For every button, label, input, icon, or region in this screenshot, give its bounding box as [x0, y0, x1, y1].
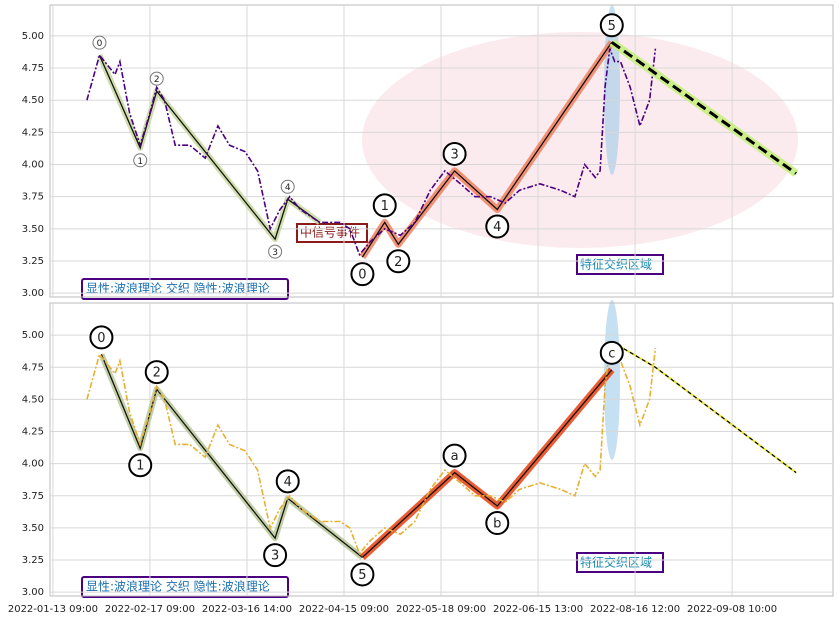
y-tick-label: 5.00 — [22, 330, 44, 341]
wave-label: 2 — [153, 366, 161, 381]
y-tick-label: 4.00 — [22, 160, 44, 171]
y-tick-label: 4.75 — [22, 362, 44, 373]
projection-band — [611, 340, 797, 474]
price-line — [86, 347, 657, 556]
wave-marker — [144, 360, 169, 385]
y-tick-label: 4.00 — [22, 459, 44, 470]
annotation: 显性:波浪理论 交织 隐性:波浪理论 — [86, 579, 270, 594]
y-tick-label: 3.25 — [22, 555, 44, 566]
wave-label: 2 — [154, 75, 160, 85]
price-line — [86, 48, 657, 257]
y-tick-label: 4.75 — [22, 63, 44, 74]
wave-marker — [485, 214, 510, 239]
wave-label: 4 — [493, 220, 501, 235]
wave-label: 0 — [97, 331, 105, 346]
wave-label: a — [451, 449, 459, 464]
wave-label: 0 — [358, 268, 366, 283]
y-tick-label: 3.75 — [22, 192, 44, 203]
wave-label: 4 — [285, 183, 291, 193]
projection-line — [611, 341, 797, 474]
wave-marker — [442, 141, 467, 166]
y-tick-label: 4.25 — [22, 427, 44, 438]
wave-label: 3 — [272, 248, 278, 258]
projection-line — [610, 41, 797, 175]
wave-label: b — [493, 517, 501, 532]
wave-marker — [263, 543, 288, 568]
wave-marker — [350, 262, 375, 287]
wave-marker — [92, 35, 107, 50]
wave-label: 3 — [271, 549, 279, 564]
x-tick-label: 2022-05-18 09:00 — [396, 604, 486, 615]
y-tick-label: 3.75 — [22, 491, 44, 502]
wave-marker — [280, 179, 295, 194]
y-tick-label: 4.50 — [22, 394, 44, 405]
y-tick-label: 4.25 — [22, 127, 44, 138]
annotation: 特征交织区域 — [580, 257, 652, 272]
y-tick-label: 3.00 — [22, 587, 44, 598]
wave-marker — [442, 443, 467, 468]
wave-marker — [275, 469, 300, 494]
wave-label: 2 — [394, 255, 402, 270]
wave-marker — [372, 193, 397, 218]
wave-label: 4 — [284, 475, 292, 490]
x-tick-label: 2022-08-16 12:00 — [590, 604, 680, 615]
wave-label: 5 — [608, 19, 616, 34]
wave-label: 1 — [136, 459, 144, 474]
annotation-box — [576, 552, 664, 573]
x-tick-label: 2022-09-08 10:00 — [687, 604, 777, 615]
wave-marker — [89, 325, 114, 350]
annotation: 显性:波浪理论 交织 隐性:波浪理论 — [86, 281, 270, 296]
wave-marker — [133, 153, 148, 168]
annotation: 特征交织区域 — [580, 555, 652, 570]
wave-marker — [485, 511, 510, 536]
glow — [604, 300, 620, 460]
wave-marker — [599, 340, 624, 365]
annotation-box — [576, 254, 664, 275]
x-tick-label: 2022-03-16 14:00 — [202, 604, 292, 615]
y-tick-label: 4.50 — [22, 95, 44, 106]
wave-label: 5 — [358, 568, 366, 583]
x-tick-label: 2022-01-13 09:00 — [8, 604, 98, 615]
wave-label: 1 — [137, 157, 143, 167]
wave-marker — [149, 71, 164, 86]
wave-marker — [599, 13, 624, 38]
y-tick-label: 3.50 — [22, 523, 44, 534]
highlight-zone — [362, 32, 798, 248]
wave-line — [361, 369, 613, 558]
wave-line — [98, 54, 321, 241]
wave-label: c — [608, 346, 615, 361]
wave-label: 0 — [97, 39, 103, 49]
wave-marker — [128, 453, 153, 478]
annotation-box — [81, 278, 289, 300]
y-tick-label: 3.00 — [22, 288, 44, 299]
wave-marker — [350, 562, 375, 587]
annotation: 中信号事件 — [300, 225, 360, 240]
wave-label: 1 — [381, 199, 389, 214]
y-tick-label: 3.25 — [22, 256, 44, 267]
wave-marker — [386, 249, 411, 274]
x-tick-label: 2022-06-15 13:00 — [493, 604, 583, 615]
x-tick-label: 2022-04-15 09:00 — [299, 604, 389, 615]
wave-line — [361, 41, 613, 258]
wave-marker — [268, 244, 283, 259]
y-tick-label: 5.00 — [22, 31, 44, 42]
wave-label: 3 — [450, 147, 458, 162]
y-tick-label: 3.50 — [22, 224, 44, 235]
x-tick-label: 2022-02-17 09:00 — [105, 604, 195, 615]
